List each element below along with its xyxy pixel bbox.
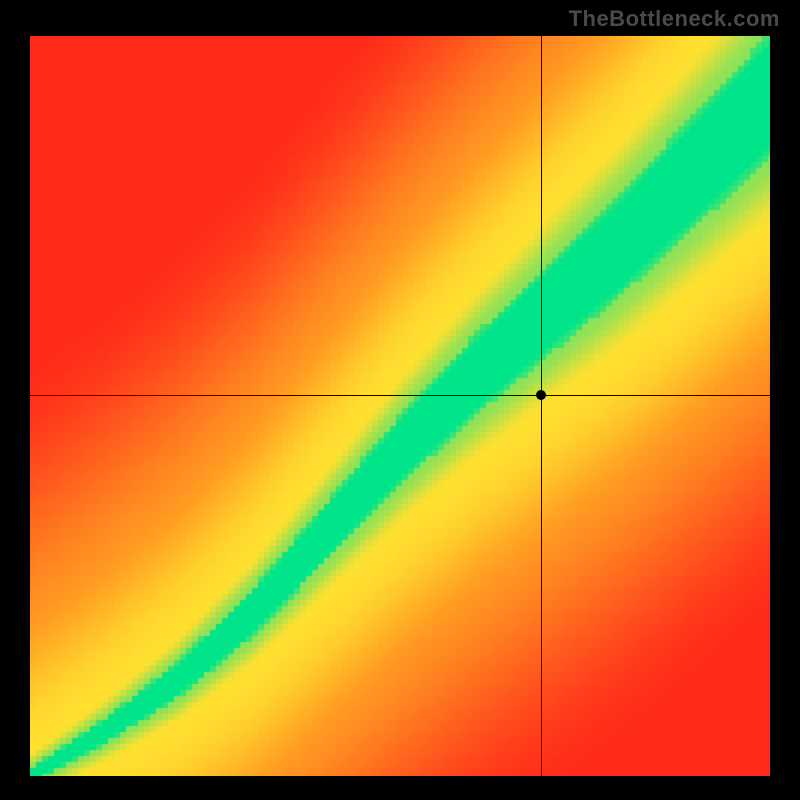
bottleneck-heatmap <box>30 36 770 776</box>
heatmap-canvas <box>30 36 770 776</box>
crosshair-marker <box>536 390 546 400</box>
crosshair-horizontal <box>30 395 770 396</box>
crosshair-vertical <box>541 36 542 776</box>
watermark-text: TheBottleneck.com <box>569 6 780 32</box>
